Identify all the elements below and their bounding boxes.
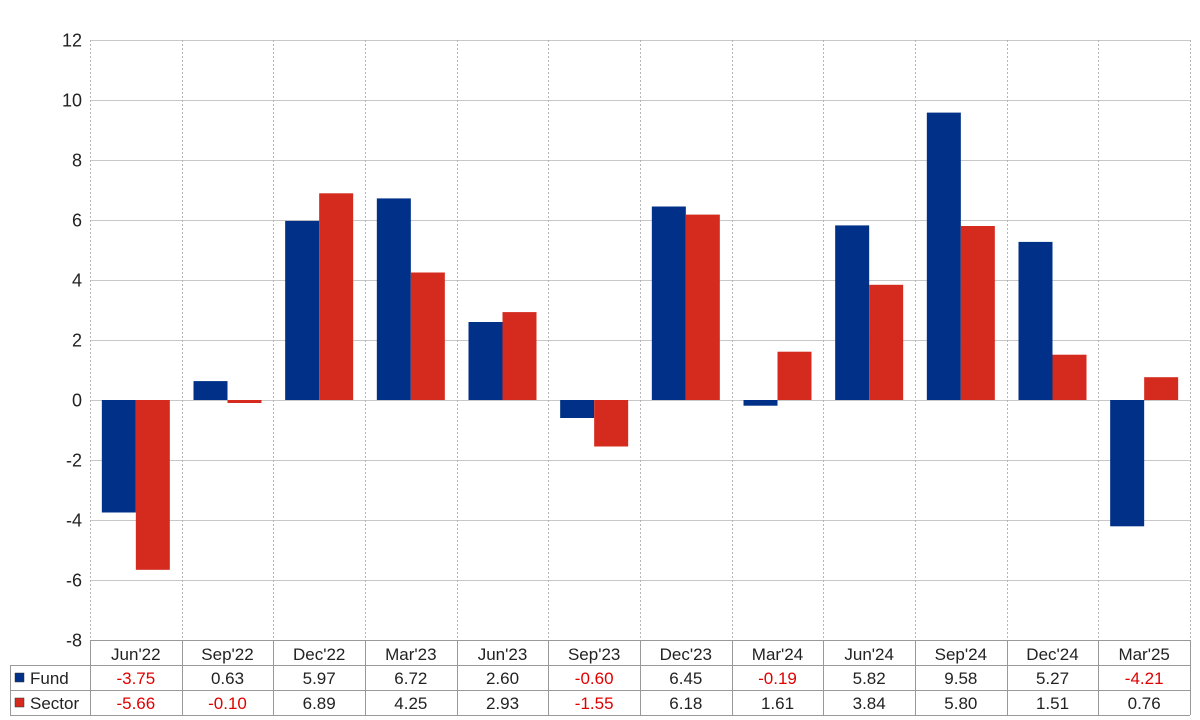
y-tick-label: 8 — [72, 151, 82, 171]
sector-bar — [777, 351, 812, 400]
data-table: Jun'22 Sep'22 Dec'22 Mar'23 Jun'23 Sep'23 Dec'… — [10, 640, 1191, 716]
grid-lines — [90, 40, 1191, 641]
fund-bar — [651, 206, 686, 400]
data-label: 6.18 — [669, 694, 702, 713]
legend-label: Sector — [30, 694, 79, 713]
data-label: -5.66 — [116, 694, 155, 713]
fund-bar — [835, 225, 870, 400]
y-tick-label: 10 — [62, 91, 82, 111]
data-label: 6.89 — [303, 694, 336, 713]
y-tick-label: -6 — [66, 571, 82, 591]
x-tick-label: Dec'24 — [1026, 645, 1078, 664]
fund-bar — [193, 381, 228, 400]
fund-bar — [743, 400, 778, 406]
data-label: -1.55 — [575, 694, 614, 713]
fund-bar — [560, 400, 595, 418]
data-label: 4.25 — [394, 694, 427, 713]
sector-bar — [869, 284, 904, 400]
x-tick-label: Jun'22 — [111, 645, 161, 664]
sector-bar — [410, 272, 445, 400]
sector-bar — [227, 400, 262, 403]
fund-bar — [1018, 241, 1053, 400]
data-label: 2.93 — [486, 694, 519, 713]
sector-bar — [319, 193, 354, 400]
legend-swatch — [14, 697, 25, 708]
legend-label: Fund — [30, 669, 69, 688]
y-tick-label: 4 — [72, 271, 82, 291]
bars — [101, 112, 1179, 570]
x-tick-label: Mar'25 — [1118, 645, 1169, 664]
x-tick-label: Mar'23 — [385, 645, 436, 664]
x-tick-label: Jun'24 — [844, 645, 894, 664]
legend-swatch — [14, 672, 25, 683]
y-tick-label: 2 — [72, 331, 82, 351]
y-axis-ticks: -8 -6 -4 -2 0 2 4 6 8 10 12 — [62, 31, 82, 651]
data-label: 6.45 — [669, 669, 702, 688]
data-label: -0.19 — [758, 669, 797, 688]
fund-bar — [926, 112, 961, 400]
data-label: 9.58 — [944, 669, 977, 688]
data-label: -0.10 — [208, 694, 247, 713]
x-tick-label: Dec'22 — [293, 645, 345, 664]
data-label: -3.75 — [116, 669, 155, 688]
sector-bar — [685, 214, 720, 400]
sector-bar — [960, 226, 995, 400]
fund-bar — [1110, 400, 1145, 527]
x-tick-label: Jun'23 — [478, 645, 528, 664]
fund-bar — [101, 400, 136, 513]
y-tick-label: -2 — [66, 451, 82, 471]
sector-bar — [1052, 354, 1087, 400]
y-tick-label: 6 — [72, 211, 82, 231]
x-tick-label: Sep'22 — [201, 645, 253, 664]
sector-bar — [502, 312, 537, 400]
data-label: 0.76 — [1128, 694, 1161, 713]
data-label: 6.72 — [394, 669, 427, 688]
data-label: 2.60 — [486, 669, 519, 688]
sector-bar — [1144, 377, 1179, 400]
data-label: -4.21 — [1125, 669, 1164, 688]
x-tick-label: Sep'24 — [935, 645, 987, 664]
fund-bar — [468, 322, 503, 400]
sector-bar — [135, 400, 170, 570]
y-tick-label: -8 — [66, 631, 82, 651]
y-tick-label: 12 — [62, 31, 82, 51]
y-tick-label: -4 — [66, 511, 82, 531]
data-label: -0.60 — [575, 669, 614, 688]
fund-bar — [285, 220, 320, 400]
x-tick-label: Mar'24 — [752, 645, 803, 664]
y-tick-label: 0 — [72, 391, 82, 411]
sector-bar — [594, 400, 629, 447]
data-label: 5.82 — [853, 669, 886, 688]
data-label: 0.63 — [211, 669, 244, 688]
data-label: 5.27 — [1036, 669, 1069, 688]
x-tick-label: Dec'23 — [660, 645, 712, 664]
data-label: 5.97 — [303, 669, 336, 688]
data-label: 1.51 — [1036, 694, 1069, 713]
data-label: 1.61 — [761, 694, 794, 713]
data-label: 5.80 — [944, 694, 977, 713]
x-tick-label: Sep'23 — [568, 645, 620, 664]
fund-bar — [376, 198, 411, 400]
data-label: 3.84 — [853, 694, 886, 713]
